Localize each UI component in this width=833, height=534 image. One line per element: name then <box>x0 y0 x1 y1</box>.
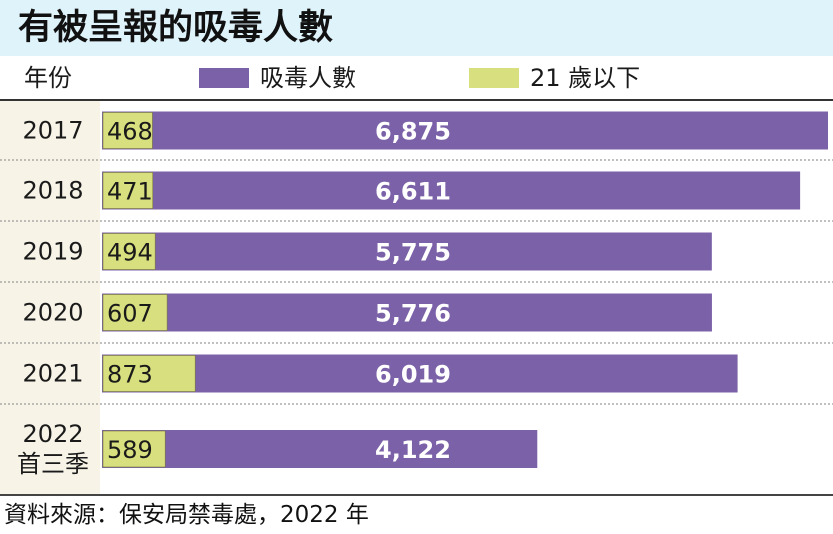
footer-rule <box>0 494 833 496</box>
bar-chart: 2017 468 6,875 2018 471 6,611 2019 494 5,775 2020… <box>0 101 833 494</box>
data-label-under21: 589 <box>107 436 153 464</box>
legend-label-total: 吸毒人數 <box>260 64 356 92</box>
bar-under21 <box>102 294 168 331</box>
bar-total <box>102 111 828 150</box>
legend-swatch-under21 <box>469 68 519 88</box>
data-label-under21: 494 <box>107 239 153 267</box>
bar-under21 <box>102 172 154 209</box>
category-label: 2018 <box>22 177 83 205</box>
bar-total <box>102 430 538 468</box>
data-label-total: 5,776 <box>375 300 451 328</box>
bar-under21 <box>102 430 166 468</box>
chart-title: 有被呈報的吸毒人數 <box>18 8 334 48</box>
category-label: 2019 <box>22 238 83 266</box>
bar-total <box>102 354 738 393</box>
data-label-total: 6,611 <box>375 178 451 206</box>
data-label-under21: 471 <box>107 178 153 206</box>
source-note: 資料來源：保安局禁毒處，2022 年 <box>4 502 369 528</box>
category-label: 首三季 <box>17 450 89 478</box>
bar-under21 <box>102 112 153 149</box>
category-label: 2022 <box>22 420 83 448</box>
data-label-total: 5,775 <box>375 239 451 267</box>
year-column-bg <box>0 101 100 494</box>
data-label-under21: 468 <box>107 118 153 146</box>
category-label: 2020 <box>22 299 83 327</box>
bar-under21 <box>102 233 156 270</box>
header-row: 年份 吸毒人數 21 歲以下 <box>0 56 833 100</box>
legend-label-under21: 21 歲以下 <box>530 64 641 92</box>
category-label: 2017 <box>22 117 83 145</box>
data-label-total: 4,122 <box>375 436 451 464</box>
year-column-label: 年份 <box>24 64 72 92</box>
title-band: 有被呈報的吸毒人數 <box>0 0 833 56</box>
data-label-under21: 607 <box>107 300 153 328</box>
header-rule <box>0 99 833 101</box>
data-label-total: 6,019 <box>375 361 451 389</box>
bar-total <box>102 232 712 271</box>
bar-total <box>102 171 801 210</box>
legend-swatch-total <box>199 68 249 88</box>
bar-total <box>102 293 712 332</box>
data-label-total: 6,875 <box>375 118 451 146</box>
category-label: 2021 <box>22 360 83 388</box>
bar-under21 <box>102 355 196 392</box>
data-label-under21: 873 <box>107 361 153 389</box>
